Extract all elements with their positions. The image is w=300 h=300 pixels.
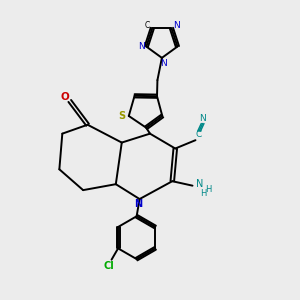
Text: N: N bbox=[196, 178, 203, 189]
Text: C: C bbox=[196, 130, 202, 139]
Text: H: H bbox=[206, 185, 212, 194]
Text: N: N bbox=[173, 21, 180, 30]
Text: S: S bbox=[119, 111, 126, 121]
Text: Cl: Cl bbox=[104, 261, 115, 271]
Text: H: H bbox=[200, 189, 207, 198]
Text: N: N bbox=[160, 59, 167, 68]
Text: N: N bbox=[199, 114, 206, 123]
Text: O: O bbox=[60, 92, 69, 102]
Text: N: N bbox=[138, 42, 145, 51]
Text: C: C bbox=[145, 21, 150, 30]
Text: N: N bbox=[134, 200, 142, 209]
